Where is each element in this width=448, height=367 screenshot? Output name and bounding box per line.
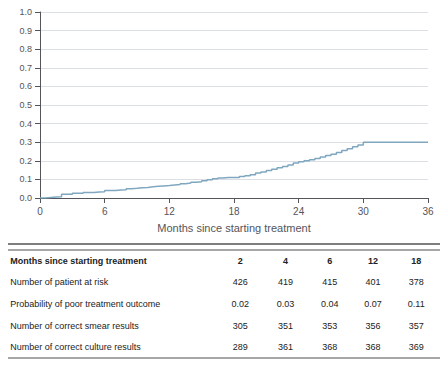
svg-text:361: 361 xyxy=(278,342,293,352)
svg-text:289: 289 xyxy=(233,342,248,352)
svg-text:4: 4 xyxy=(283,256,288,266)
svg-text:369: 369 xyxy=(409,342,424,352)
svg-text:0.02: 0.02 xyxy=(231,299,249,309)
svg-text:Months since starting treatmen: Months since starting treatment xyxy=(157,222,310,234)
svg-text:351: 351 xyxy=(278,321,293,331)
svg-text:0.7: 0.7 xyxy=(19,63,32,73)
svg-text:12: 12 xyxy=(368,256,378,266)
svg-text:24: 24 xyxy=(293,206,305,217)
svg-text:0.2: 0.2 xyxy=(19,156,32,166)
svg-text:0.07: 0.07 xyxy=(364,299,382,309)
svg-text:368: 368 xyxy=(366,342,381,352)
svg-text:0.1: 0.1 xyxy=(19,174,32,184)
svg-text:0.9: 0.9 xyxy=(19,26,32,36)
svg-text:419: 419 xyxy=(278,277,293,287)
svg-text:6: 6 xyxy=(327,256,332,266)
svg-text:12: 12 xyxy=(164,206,176,217)
svg-text:378: 378 xyxy=(409,277,424,287)
svg-text:2: 2 xyxy=(238,256,243,266)
svg-text:Months since starting treatmen: Months since starting treatment xyxy=(10,256,147,266)
svg-text:0.8: 0.8 xyxy=(19,44,32,54)
svg-text:415: 415 xyxy=(322,277,337,287)
svg-text:1.0: 1.0 xyxy=(19,7,32,17)
svg-text:353: 353 xyxy=(322,321,337,331)
svg-text:401: 401 xyxy=(366,277,381,287)
svg-text:30: 30 xyxy=(358,206,370,217)
svg-text:Number of correct culture resu: Number of correct culture results xyxy=(10,342,141,352)
svg-text:0.4: 0.4 xyxy=(19,119,32,129)
svg-text:36: 36 xyxy=(422,206,434,217)
svg-text:0.03: 0.03 xyxy=(277,299,295,309)
svg-text:356: 356 xyxy=(366,321,381,331)
svg-text:6: 6 xyxy=(102,206,108,217)
svg-text:Number of patient at risk: Number of patient at risk xyxy=(10,277,109,287)
svg-text:368: 368 xyxy=(322,342,337,352)
svg-text:0.5: 0.5 xyxy=(19,100,32,110)
svg-text:426: 426 xyxy=(233,277,248,287)
svg-text:0.0: 0.0 xyxy=(19,193,32,203)
svg-text:0.6: 0.6 xyxy=(19,81,32,91)
svg-text:18: 18 xyxy=(411,256,421,266)
svg-text:0: 0 xyxy=(37,206,43,217)
svg-text:Probability of poor treatment: Probability of poor treatment outcome xyxy=(10,299,160,309)
svg-text:0.11: 0.11 xyxy=(408,299,425,309)
svg-text:0.3: 0.3 xyxy=(19,137,32,147)
svg-text:18: 18 xyxy=(228,206,240,217)
svg-text:0.04: 0.04 xyxy=(321,299,339,309)
svg-text:305: 305 xyxy=(233,321,248,331)
svg-text:357: 357 xyxy=(409,321,424,331)
svg-text:Number of correct smear result: Number of correct smear results xyxy=(10,321,139,331)
